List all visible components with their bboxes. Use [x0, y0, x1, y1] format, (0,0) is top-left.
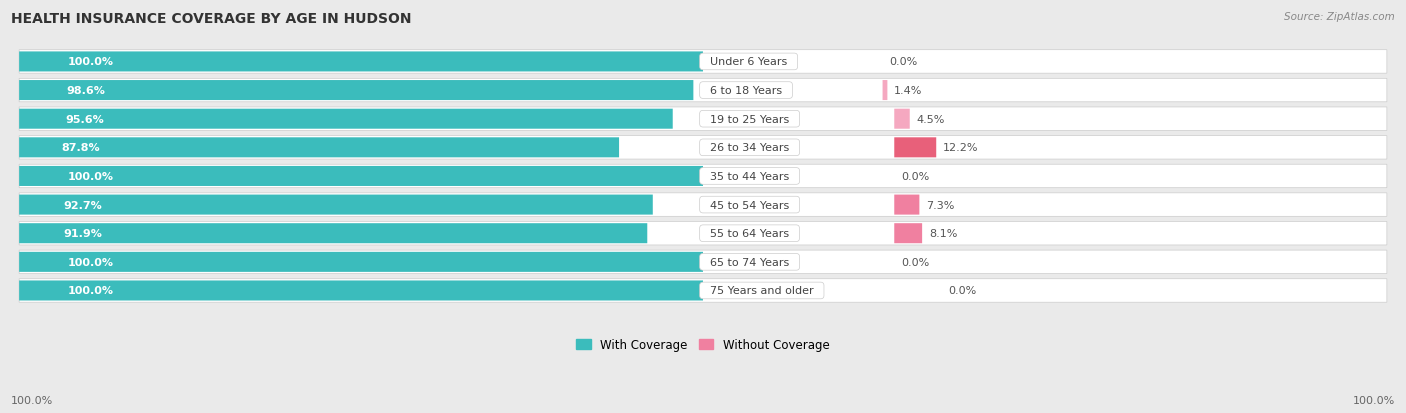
Text: 100.0%: 100.0%	[1353, 395, 1395, 405]
Text: 55 to 64 Years: 55 to 64 Years	[703, 229, 796, 239]
Text: 0.0%: 0.0%	[948, 286, 976, 296]
Text: 65 to 74 Years: 65 to 74 Years	[703, 257, 796, 267]
Legend: With Coverage, Without Coverage: With Coverage, Without Coverage	[572, 333, 834, 356]
Text: 100.0%: 100.0%	[11, 395, 53, 405]
Text: 0.0%: 0.0%	[901, 257, 929, 267]
FancyBboxPatch shape	[20, 109, 672, 129]
Text: 19 to 25 Years: 19 to 25 Years	[703, 114, 796, 124]
FancyBboxPatch shape	[20, 79, 1386, 102]
Text: 4.5%: 4.5%	[917, 114, 945, 124]
FancyBboxPatch shape	[894, 109, 910, 129]
FancyBboxPatch shape	[20, 252, 703, 272]
Text: Source: ZipAtlas.com: Source: ZipAtlas.com	[1284, 12, 1395, 22]
Text: 92.7%: 92.7%	[63, 200, 103, 210]
FancyBboxPatch shape	[20, 136, 1386, 160]
FancyBboxPatch shape	[20, 81, 693, 101]
Text: 6 to 18 Years: 6 to 18 Years	[703, 86, 789, 96]
FancyBboxPatch shape	[894, 195, 920, 215]
FancyBboxPatch shape	[20, 165, 1386, 188]
FancyBboxPatch shape	[20, 222, 1386, 245]
FancyBboxPatch shape	[20, 281, 703, 301]
Text: 87.8%: 87.8%	[62, 143, 100, 153]
Text: 100.0%: 100.0%	[67, 257, 114, 267]
Text: 12.2%: 12.2%	[943, 143, 979, 153]
Text: 0.0%: 0.0%	[901, 171, 929, 182]
Text: 95.6%: 95.6%	[65, 114, 104, 124]
Text: 91.9%: 91.9%	[63, 229, 103, 239]
Text: 26 to 34 Years: 26 to 34 Years	[703, 143, 796, 153]
Text: HEALTH INSURANCE COVERAGE BY AGE IN HUDSON: HEALTH INSURANCE COVERAGE BY AGE IN HUDS…	[11, 12, 412, 26]
FancyBboxPatch shape	[20, 50, 1386, 74]
Text: 98.6%: 98.6%	[66, 86, 105, 96]
FancyBboxPatch shape	[894, 138, 936, 158]
FancyBboxPatch shape	[20, 193, 1386, 217]
Text: 45 to 54 Years: 45 to 54 Years	[703, 200, 796, 210]
FancyBboxPatch shape	[894, 224, 922, 244]
FancyBboxPatch shape	[20, 279, 1386, 302]
FancyBboxPatch shape	[20, 224, 647, 244]
Text: 7.3%: 7.3%	[927, 200, 955, 210]
Text: 75 Years and older: 75 Years and older	[703, 286, 821, 296]
FancyBboxPatch shape	[20, 138, 619, 158]
FancyBboxPatch shape	[20, 108, 1386, 131]
Text: 1.4%: 1.4%	[894, 86, 922, 96]
Text: 100.0%: 100.0%	[67, 57, 114, 67]
FancyBboxPatch shape	[20, 251, 1386, 274]
FancyBboxPatch shape	[20, 52, 703, 72]
Text: Under 6 Years: Under 6 Years	[703, 57, 794, 67]
Text: 35 to 44 Years: 35 to 44 Years	[703, 171, 796, 182]
FancyBboxPatch shape	[20, 166, 703, 187]
Text: 100.0%: 100.0%	[67, 171, 114, 182]
FancyBboxPatch shape	[883, 81, 887, 101]
FancyBboxPatch shape	[20, 195, 652, 215]
Text: 0.0%: 0.0%	[890, 57, 918, 67]
Text: 8.1%: 8.1%	[929, 229, 957, 239]
Text: 100.0%: 100.0%	[67, 286, 114, 296]
